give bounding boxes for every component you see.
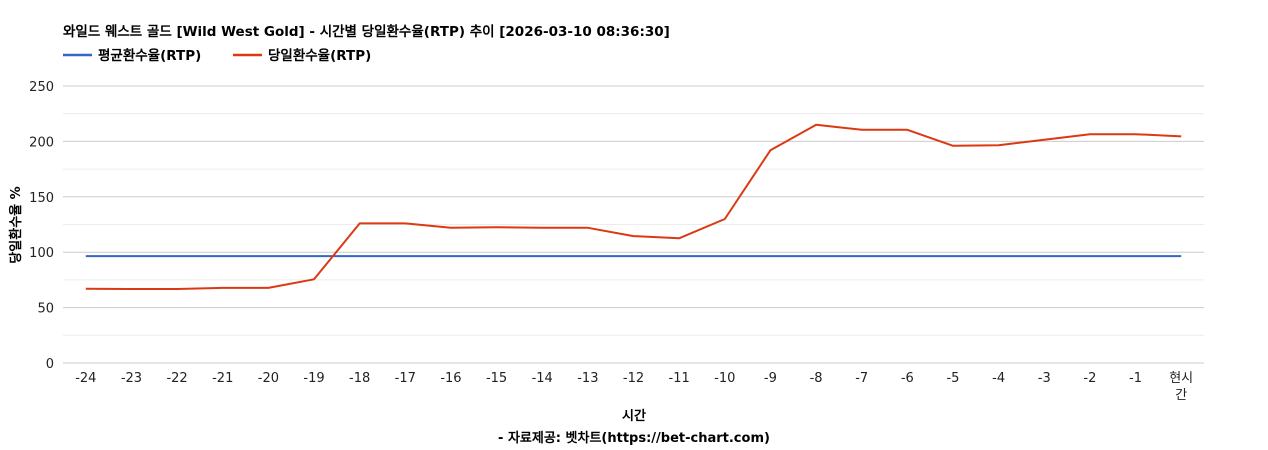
y-tick-label: 150 [29, 191, 54, 206]
x-tick-label: -13 [577, 371, 598, 386]
x-tick-label: -23 [121, 371, 142, 386]
x-tick-label: -14 [532, 371, 553, 386]
x-tick-label: -20 [258, 371, 279, 386]
x-tick-label: -19 [303, 371, 324, 386]
y-tick-label: 0 [46, 357, 54, 372]
x-tick-label: -8 [810, 371, 823, 386]
x-tick-label: -21 [212, 371, 233, 386]
y-tick-label: 250 [29, 80, 54, 95]
y-tick-label: 200 [29, 135, 54, 150]
series-line-daily [85, 123, 1182, 290]
x-tick-label: -5 [946, 371, 959, 386]
legend-item-daily[interactable]: 당일환수율(RTP) [233, 47, 371, 64]
y-tick-label: 50 [37, 302, 54, 317]
x-tick-label: -22 [166, 371, 187, 386]
x-tick-label: -6 [901, 371, 914, 386]
y-axis-title: 당일환수율 % [8, 186, 24, 263]
x-tick-label: -18 [349, 371, 370, 386]
x-tick-label: -17 [395, 371, 416, 386]
legend-item-average[interactable]: 평균환수율(RTP) [63, 47, 201, 64]
x-tick-label: -4 [992, 371, 1005, 386]
legend-label-daily: 당일환수율(RTP) [268, 47, 371, 64]
x-axis-title: 시간 [622, 408, 646, 424]
x-tick-label: -12 [623, 371, 644, 386]
x-tick-label: 현시 간 [1169, 371, 1193, 403]
gridlines [63, 85, 1204, 364]
series-lines [85, 123, 1182, 290]
x-tick-label: -10 [714, 371, 735, 386]
y-tick-label: 100 [29, 246, 54, 261]
x-tick-label: -11 [669, 371, 690, 386]
source-credit: - 자료제공: 벳차트(https://bet-chart.com) [498, 430, 770, 446]
x-tick-label: -7 [855, 371, 868, 386]
x-tick-label: -15 [486, 371, 507, 386]
x-tick-label: -9 [764, 371, 777, 386]
x-tick-label: -24 [75, 371, 96, 386]
legend-label-average: 평균환수율(RTP) [98, 47, 201, 64]
y-axis-ticks: 0 50 100 150 200 250 [29, 80, 54, 372]
x-tick-label: -16 [440, 371, 461, 386]
x-tick-label: -3 [1038, 371, 1051, 386]
chart-title: 와일드 웨스트 골드 [Wild West Gold] - 시간별 당일환수율(… [63, 23, 670, 40]
x-tick-label: -2 [1083, 371, 1096, 386]
legend: 평균환수율(RTP) 당일환수율(RTP) [63, 47, 371, 64]
x-tick-label: -1 [1129, 371, 1142, 386]
x-axis-ticks: -24 -23 -22 -21 -20 -19 -18 -17 -16 -15 -14 -13 -12 -… [75, 371, 1193, 403]
